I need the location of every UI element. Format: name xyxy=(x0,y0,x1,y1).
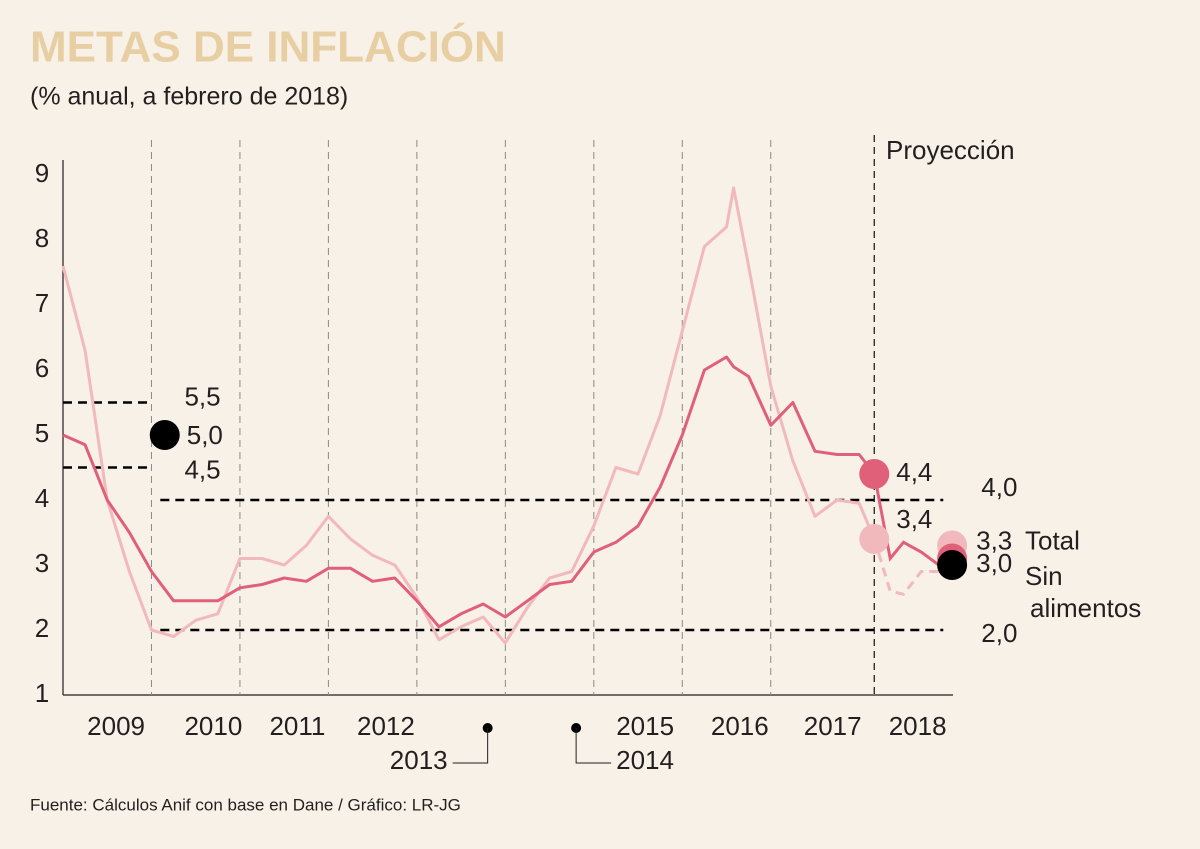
projection-label: Proyección xyxy=(886,135,1015,165)
x-tick-label: 2015 xyxy=(616,711,674,741)
point xyxy=(937,550,968,580)
point-label: 3,4 xyxy=(896,504,932,534)
point xyxy=(149,420,180,450)
chart-title: METAS DE INFLACIÓN xyxy=(30,22,506,72)
x-tick-label: 2010 xyxy=(184,711,242,741)
x-tick-label: 2011 xyxy=(269,711,325,741)
y-tick-label: 9 xyxy=(35,158,49,188)
target-label: 2,0 xyxy=(981,618,1017,648)
x-tick-label: 2018 xyxy=(889,711,947,741)
point-label: 3,0 xyxy=(976,548,1012,578)
x-tick-label: 2017 xyxy=(804,711,862,741)
x-tick-label: 2014 xyxy=(616,745,674,775)
x-tick-leader xyxy=(575,728,612,764)
x-tick-label: 2009 xyxy=(87,711,145,741)
y-tick-label: 1 xyxy=(35,678,49,708)
x-tick-label: 2016 xyxy=(711,711,769,741)
target-label: 4,5 xyxy=(184,454,220,484)
point xyxy=(859,524,890,554)
series-line xyxy=(61,186,876,645)
y-tick-label: 3 xyxy=(35,548,49,578)
point xyxy=(859,459,890,489)
y-tick-label: 6 xyxy=(35,353,49,383)
y-tick-label: 7 xyxy=(35,288,49,318)
target-label: 5,5 xyxy=(184,381,220,411)
point-label: 5,0 xyxy=(187,420,223,450)
point-label: 4,4 xyxy=(896,457,932,487)
projection-series-line xyxy=(872,538,954,596)
x-tick-label: 2012 xyxy=(357,711,415,741)
y-tick-label: 2 xyxy=(35,613,49,643)
series-name: Total xyxy=(1025,525,1080,555)
y-tick-label: 4 xyxy=(35,483,49,513)
x-tick-label: 2013 xyxy=(390,745,448,775)
y-tick-label: 8 xyxy=(35,223,49,253)
chart-subtitle: (% anual, a febrero de 2018) xyxy=(30,83,348,111)
series-name: Sin alimentos xyxy=(1025,561,1141,623)
target-label: 4,0 xyxy=(981,472,1017,502)
x-tick-leader xyxy=(452,728,489,764)
series-line xyxy=(62,355,876,629)
point-label: 3,3 xyxy=(976,525,1012,555)
source: Fuente: Cálculos Anif con base en Dane /… xyxy=(30,795,461,814)
y-tick-label: 5 xyxy=(35,418,49,448)
